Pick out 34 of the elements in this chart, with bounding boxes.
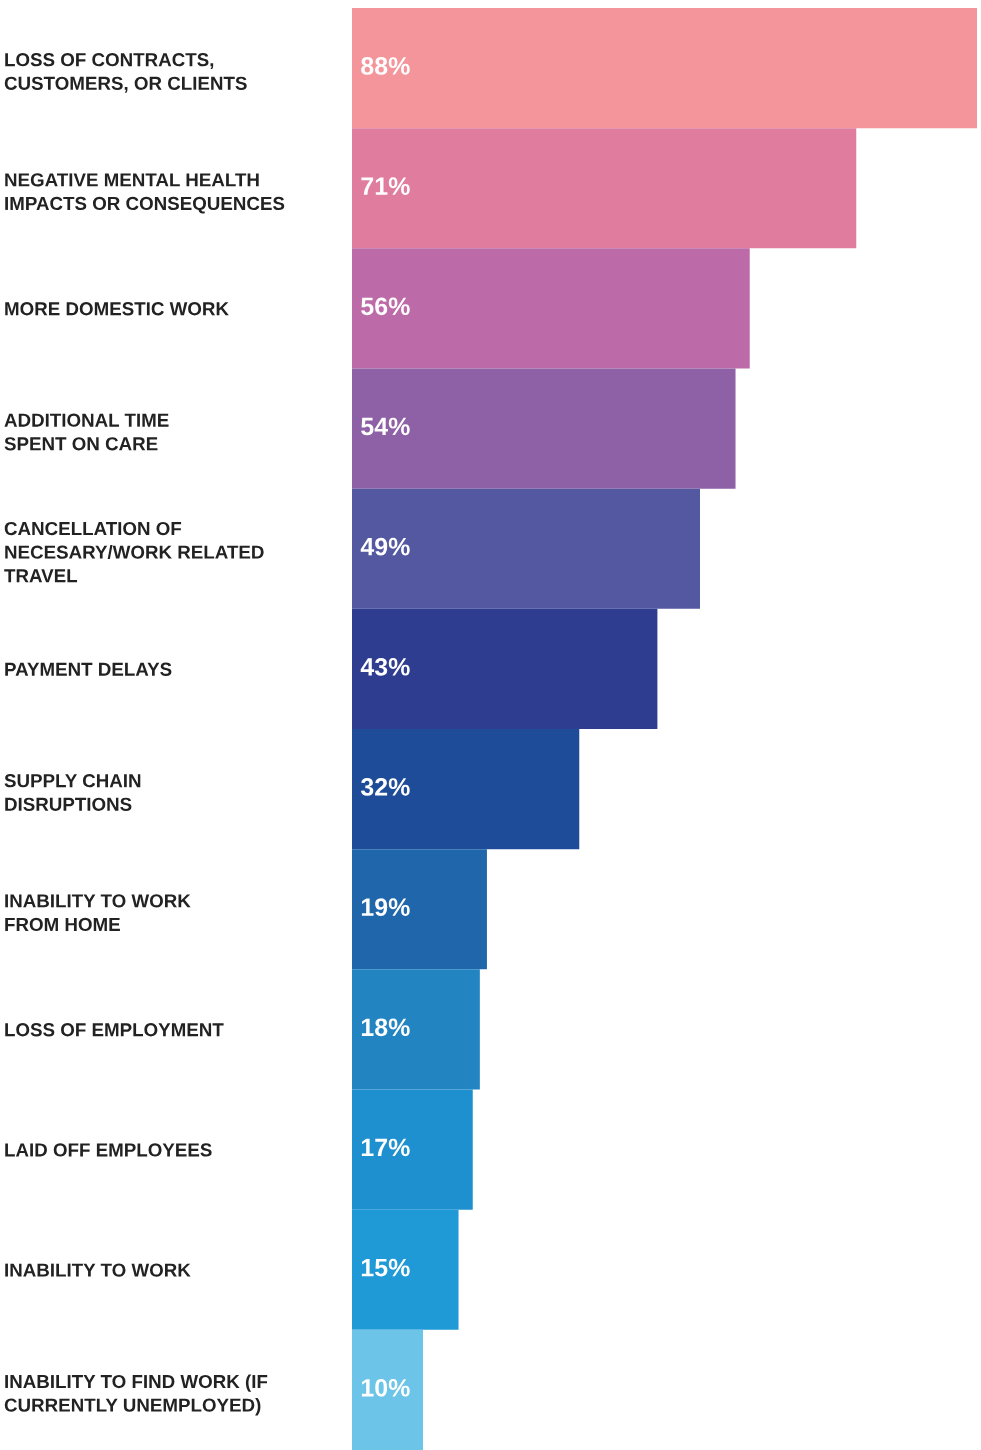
bar — [352, 849, 487, 970]
y-tick-label: SUPPLY CHAIN DISRUPTIONS — [4, 774, 141, 811]
data-label: 15% — [361, 1258, 410, 1277]
y-tick-label: ADDITIONAL TIME SPENT ON CARE — [4, 413, 169, 451]
data-label: 88% — [361, 57, 410, 75]
data-label: 43% — [360, 657, 410, 676]
bar — [352, 488, 701, 609]
y-tick-label: INABILITY TO WORK FROM HOME — [5, 894, 191, 932]
data-label: 49% — [360, 537, 410, 556]
y-tick-label: LAID OFF EMPLOYEES — [5, 1143, 212, 1157]
data-label: 32% — [360, 778, 410, 796]
bar — [352, 1329, 424, 1450]
data-label: 71% — [361, 177, 410, 195]
bar — [352, 248, 750, 369]
data-label: 10% — [361, 1378, 410, 1397]
data-label: 17% — [361, 1138, 410, 1157]
y-tick-label: LOSS OF EMPLOYMENT — [5, 1023, 224, 1037]
data-label: 18% — [361, 1018, 410, 1037]
bar — [352, 368, 736, 489]
bar — [352, 969, 480, 1090]
y-tick-label: PAYMENT DELAYS — [5, 662, 172, 676]
y-tick-label: LOSS OF CONTRACTS, CUSTOMERS, OR CLIENTS — [4, 53, 247, 93]
y-tick-label: INABILITY TO FIND WORK (IF CURRENTLY UNEMPLOYED) — [4, 1374, 268, 1416]
bar — [352, 8, 977, 129]
y-tick-label: MORE DOMESTIC WORK — [5, 302, 229, 316]
y-tick-label: NEGATIVE MENTAL HEALTH IMPACTS OR CONSEQUENCES — [5, 173, 285, 214]
data-label: 19% — [361, 898, 410, 916]
data-label: 54% — [361, 417, 410, 436]
bar — [352, 608, 658, 729]
bar — [352, 128, 857, 249]
y-tick-label: CANCELLATION OF NECESARY/WORK RELATED TRAVEL — [4, 521, 264, 583]
bar — [352, 729, 580, 850]
y-tick-label: INABILITY TO WORK — [5, 1263, 191, 1277]
data-label: 56% — [361, 297, 410, 316]
